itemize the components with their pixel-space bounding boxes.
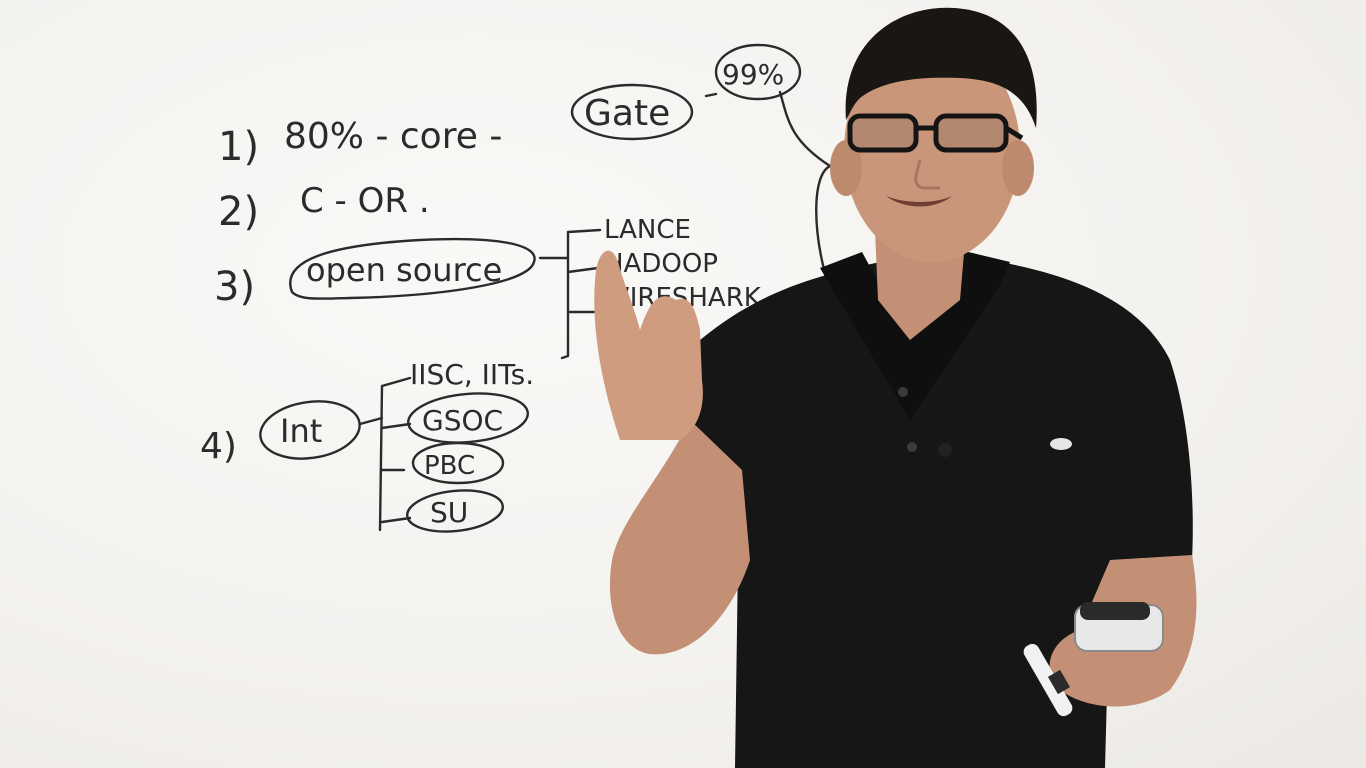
open-source-branches — [538, 228, 602, 360]
gate-circle — [570, 83, 694, 141]
pbc-circle — [411, 441, 505, 485]
percent-label: 99% — [722, 58, 784, 91]
open-source-label: open source — [306, 251, 502, 289]
item-1-number: 1) — [218, 124, 259, 170]
branch-hadoop: HADOOP — [604, 249, 718, 279]
nose — [914, 159, 940, 190]
branch-iisc: IISC, IITs. — [410, 358, 534, 391]
open-source-circle — [289, 237, 536, 300]
percent-bracket — [778, 90, 832, 286]
shirt-button-1 — [898, 387, 908, 397]
int-branches — [358, 376, 412, 532]
item-4: 4) Int IISC, IITs. GSOC PBC SU — [200, 358, 534, 533]
item-2-text: C - OR . — [300, 181, 430, 221]
item-1-text: 80% - core - — [284, 116, 502, 157]
branch-su: SU — [430, 496, 468, 529]
hair — [845, 7, 1037, 128]
gate-dash — [704, 92, 718, 98]
shirt-logo — [1050, 438, 1072, 450]
shirt-button-2 — [907, 442, 917, 452]
item-1: 1) 80% - core - Gate 99% — [218, 43, 832, 286]
left-arm — [609, 420, 750, 655]
branch-gsoc: GSOC — [422, 404, 503, 437]
su-circle — [406, 489, 504, 533]
branch-pbc: PBC — [424, 451, 475, 481]
percent-circle — [714, 43, 802, 101]
item-2: 2) C - OR . — [218, 181, 430, 235]
glasses-icon — [847, 113, 1024, 153]
gsoc-circle — [406, 392, 530, 444]
lapel-mic — [938, 443, 952, 457]
raised-hand — [594, 250, 703, 440]
branch-lance: LANCE — [604, 215, 691, 245]
left-ear — [830, 140, 862, 196]
item-3-number: 3) — [214, 264, 255, 310]
item-3: 3) open source LANCE HADOOP WIRESHARK ..… — [214, 215, 762, 360]
presentation-remote-icon — [1074, 602, 1164, 652]
face — [844, 38, 1020, 262]
item-4-number: 4) — [200, 426, 237, 467]
mouth — [886, 196, 952, 207]
right-ear — [1002, 140, 1034, 196]
item-2-number: 2) — [218, 189, 259, 235]
int-label: Int — [280, 412, 322, 450]
marker-pen-icon — [1023, 643, 1073, 717]
gate-label: Gate — [584, 93, 670, 134]
